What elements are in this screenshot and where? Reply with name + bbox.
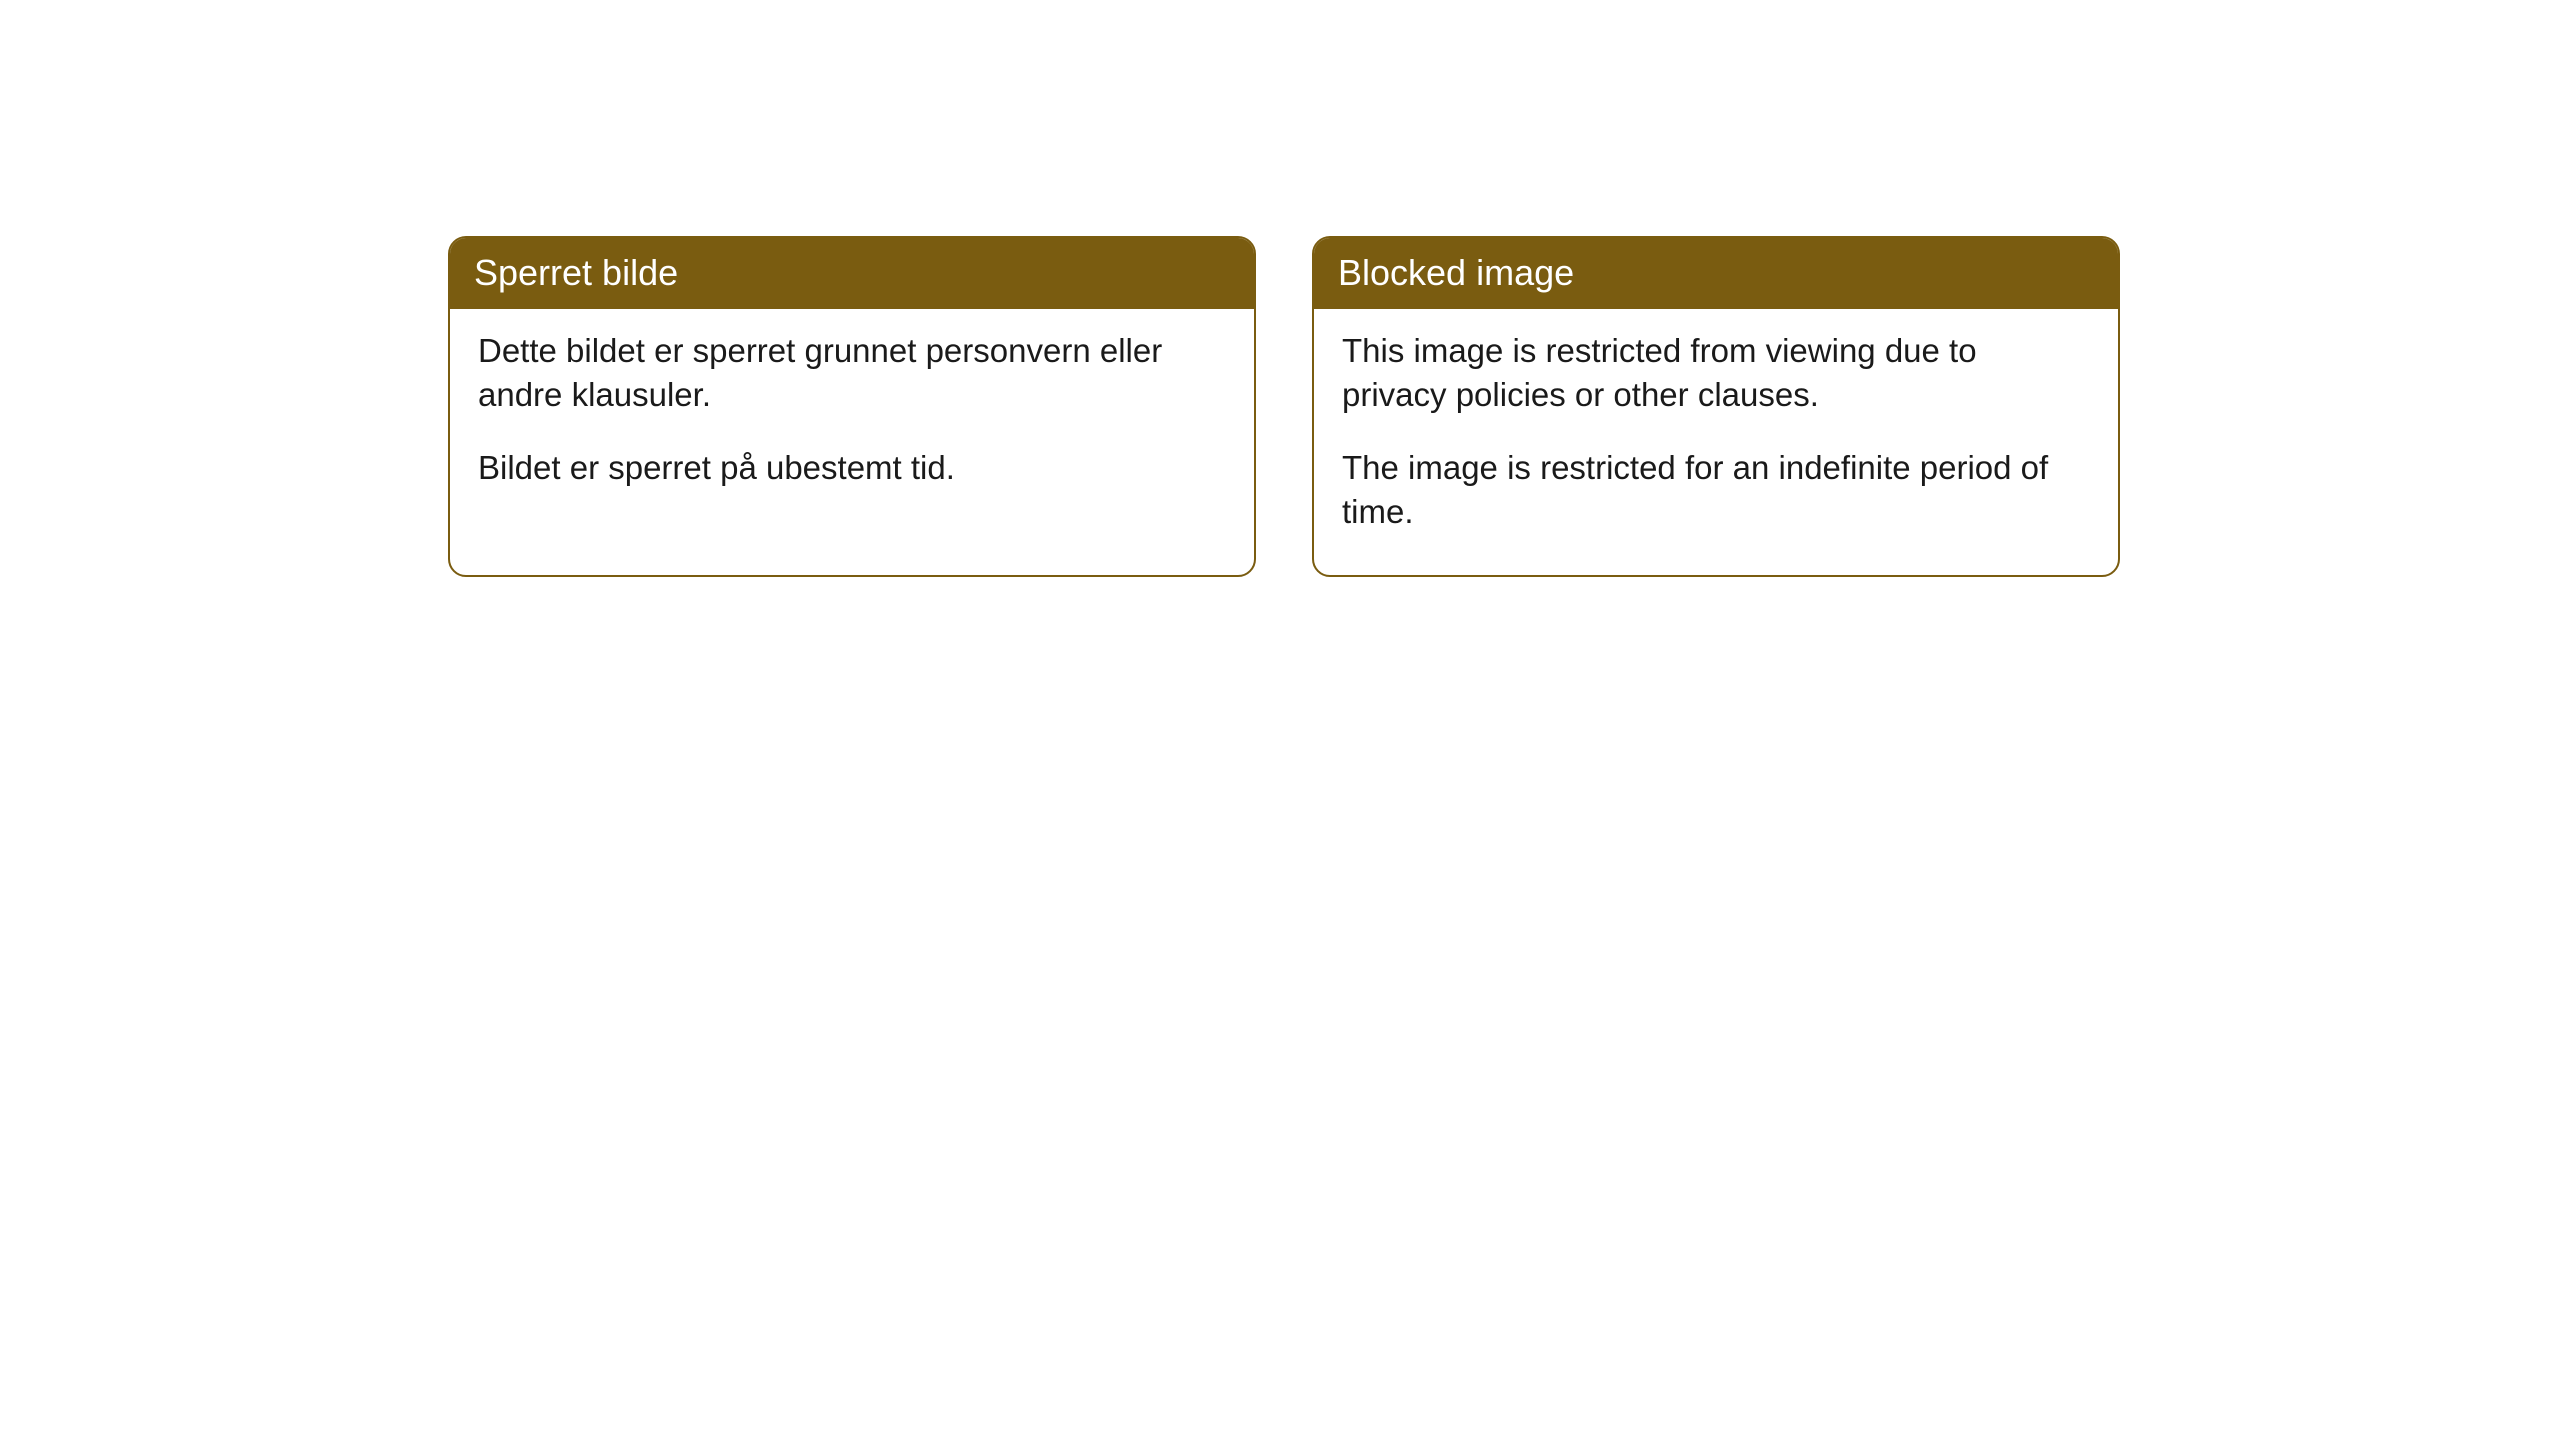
- notice-text-norwegian-1: Dette bildet er sperret grunnet personve…: [478, 329, 1226, 418]
- card-body-norwegian: Dette bildet er sperret grunnet personve…: [450, 309, 1254, 531]
- blocked-image-card-english: Blocked image This image is restricted f…: [1312, 236, 2120, 577]
- card-header-english: Blocked image: [1314, 238, 2118, 309]
- notice-text-english-2: The image is restricted for an indefinit…: [1342, 446, 2090, 535]
- notice-text-english-1: This image is restricted from viewing du…: [1342, 329, 2090, 418]
- blocked-image-card-norwegian: Sperret bilde Dette bildet er sperret gr…: [448, 236, 1256, 577]
- card-body-english: This image is restricted from viewing du…: [1314, 309, 2118, 575]
- card-header-norwegian: Sperret bilde: [450, 238, 1254, 309]
- notice-text-norwegian-2: Bildet er sperret på ubestemt tid.: [478, 446, 1226, 491]
- notice-container: Sperret bilde Dette bildet er sperret gr…: [0, 0, 2560, 577]
